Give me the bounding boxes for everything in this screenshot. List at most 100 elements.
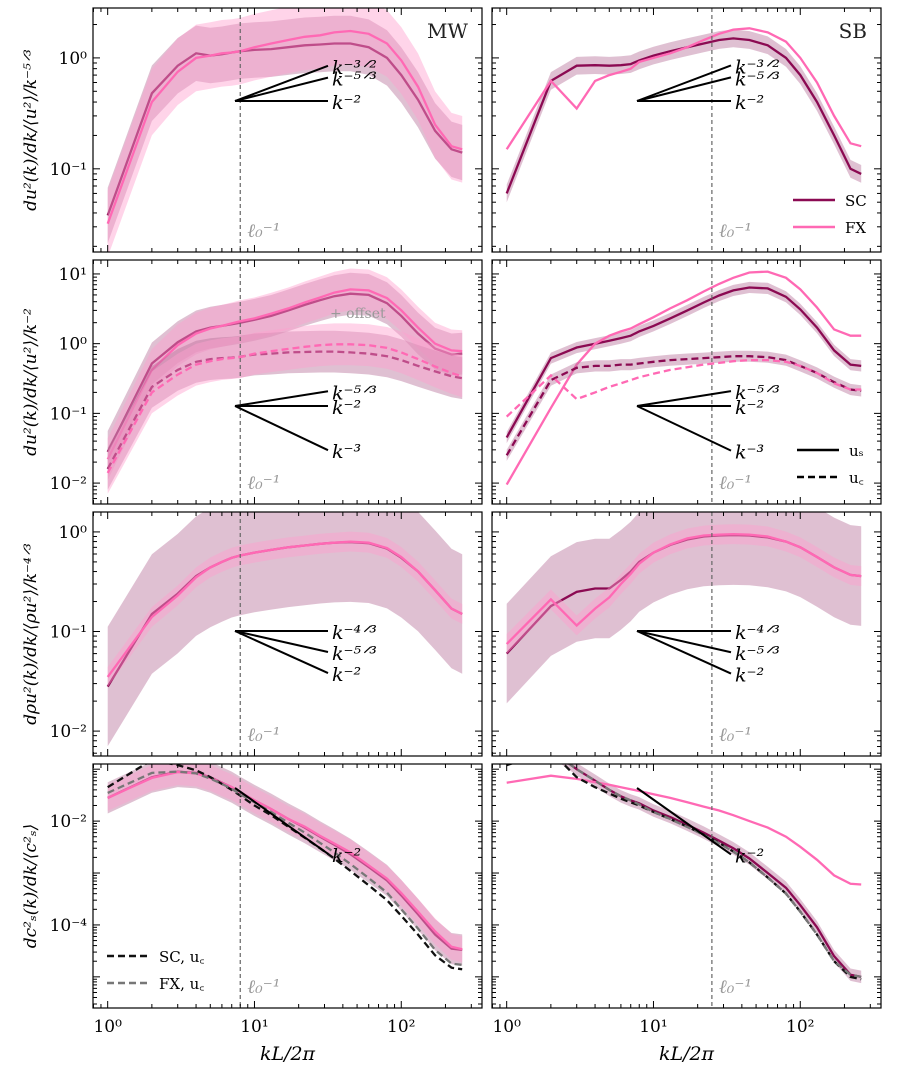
- reference-slope-label: k⁻²: [332, 664, 361, 686]
- axes-frame: [491, 511, 882, 757]
- legend-label: FX, u꜀: [159, 975, 204, 993]
- y-tick-label: 10⁰: [59, 335, 88, 355]
- band-sc: [107, 15, 463, 244]
- axes-frame: [491, 763, 882, 1009]
- legend-label: SC: [845, 192, 867, 210]
- y-tick-label: 10⁰: [59, 49, 88, 69]
- legend-label: uₛ: [849, 442, 864, 460]
- y-axis-label: dρu²(k)/dk/⟨ρu²⟩/k⁻⁴ᐟ³: [21, 543, 41, 725]
- x-tick-label: 10²: [387, 1017, 415, 1037]
- reference-slope-label: k⁻⁵ᐟ³: [332, 382, 377, 404]
- band-sc: [561, 764, 862, 984]
- ell0-inverse-label: ℓ₀⁻¹: [719, 724, 752, 746]
- x-tick-label: 10²: [786, 1017, 814, 1037]
- x-tick-label: 10⁰: [93, 1017, 122, 1037]
- reference-slope-label: k⁻²: [332, 397, 361, 419]
- band-sc: [107, 764, 463, 966]
- reference-slope-line: [234, 64, 329, 102]
- series-fx: [106, 29, 463, 225]
- series-sc-uc: [106, 350, 463, 470]
- series-fx-us: [106, 288, 463, 460]
- band-fx-us: [107, 268, 463, 481]
- series-sc: [567, 764, 862, 979]
- band-fx-uc: [107, 323, 463, 494]
- series-fx-uc: [505, 358, 862, 418]
- band-sc: [107, 512, 463, 747]
- band-fx: [107, 8, 463, 252]
- reference-slope-label: k⁻⁵ᐟ³: [332, 643, 377, 665]
- axes-frame: [92, 763, 483, 1009]
- panel-r3-c0: ℓ₀⁻¹ k⁻² 10⁻⁴ 10⁻² dc²ₛ(k)/dk/⟨c²ₛ⟩ 10⁰ 10¹ 10²…: [21, 763, 483, 1065]
- legend: uₛ u꜀: [797, 442, 864, 487]
- series-sc-us: [106, 292, 463, 453]
- ell0-inverse-label: ℓ₀⁻¹: [247, 220, 280, 242]
- reference-slope-line: [234, 787, 329, 855]
- legend: SC, u꜀ FX, u꜀: [107, 948, 205, 993]
- reference-slope-line: [234, 76, 329, 102]
- series-sc-u_c: [107, 764, 463, 971]
- series-fx-u_c: [567, 764, 862, 979]
- reference-slope-label: k⁻⁵ᐟ³: [735, 643, 780, 665]
- x-axis-label: kL/2π: [659, 1043, 715, 1065]
- reference-slope-line: [636, 787, 732, 856]
- reference-slope-line: [636, 630, 732, 654]
- ell0-inverse-label: ℓ₀⁻¹: [719, 976, 752, 998]
- y-tick-label: 10⁻⁴: [50, 916, 88, 936]
- series-fx-u_c: [107, 770, 463, 967]
- y-axis-label: dc²ₛ(k)/dk/⟨c²ₛ⟩: [21, 824, 41, 948]
- series-sc: [106, 42, 463, 216]
- series-fx-us: [505, 270, 862, 486]
- reference-slope-line: [636, 390, 732, 407]
- series-sc: [107, 770, 463, 952]
- y-tick-label: 10⁻²: [50, 812, 87, 832]
- series-sc-uc: [505, 355, 862, 456]
- reference-slope-label: k⁻³ᐟ²: [735, 56, 780, 78]
- panel-title: MW: [427, 19, 468, 43]
- x-tick-label: 10¹: [240, 1017, 268, 1037]
- x-tick-label: 10¹: [639, 1017, 667, 1037]
- series-fx: [106, 540, 463, 678]
- reference-slope-label: k⁻²: [735, 665, 764, 687]
- series-sc: [505, 37, 862, 194]
- y-axis-label: du²(k)/dk/⟨u²⟩/k⁻⁵ᐟ³: [21, 49, 41, 211]
- y-tick-label: 10⁻¹: [50, 160, 87, 180]
- axes-frame: [491, 7, 882, 253]
- reference-slope-label: k⁻³: [332, 441, 361, 463]
- y-tick-label: 10⁻²: [50, 722, 87, 742]
- reference-slope-label: k⁻³: [735, 442, 764, 464]
- series-sc-us: [505, 286, 862, 439]
- axes-frame: [92, 511, 483, 757]
- ell0-inverse-label: ℓ₀⁻¹: [247, 724, 280, 746]
- y-axis-label: du²(k)/dk/⟨u²⟩/k⁻²: [21, 308, 41, 456]
- reference-slope-line: [636, 405, 732, 452]
- band-sc: [506, 29, 862, 203]
- series-fx: [506, 774, 862, 886]
- reference-slope-line: [234, 405, 329, 452]
- legend-label: u꜀: [849, 469, 864, 487]
- reference-slope-line: [234, 630, 329, 653]
- reference-slope-line: [636, 76, 732, 102]
- reference-slope-label: k⁻²: [332, 845, 361, 867]
- y-tick-label: 10⁻²: [50, 474, 87, 494]
- legend-label: SC, u꜀: [159, 948, 205, 966]
- band-sc-uc: [107, 330, 463, 490]
- y-tick-label: 10¹: [59, 265, 87, 285]
- reference-slope-label: k⁻²: [735, 845, 764, 867]
- series-sc-u_c: [506, 764, 862, 981]
- axes-frame: [491, 259, 882, 505]
- reference-slope-line: [234, 630, 329, 674]
- y-tick-label: 10⁻¹: [50, 404, 87, 424]
- series-fx: [505, 27, 862, 150]
- series-fx-uc: [106, 343, 463, 474]
- x-axis-label: kL/2π: [260, 1043, 316, 1065]
- legend-label: FX: [845, 219, 866, 237]
- series-fx: [505, 532, 862, 645]
- band-fx: [107, 764, 463, 963]
- reference-slope-label: k⁻⁵ᐟ³: [735, 382, 780, 404]
- axes-frame: [92, 7, 483, 253]
